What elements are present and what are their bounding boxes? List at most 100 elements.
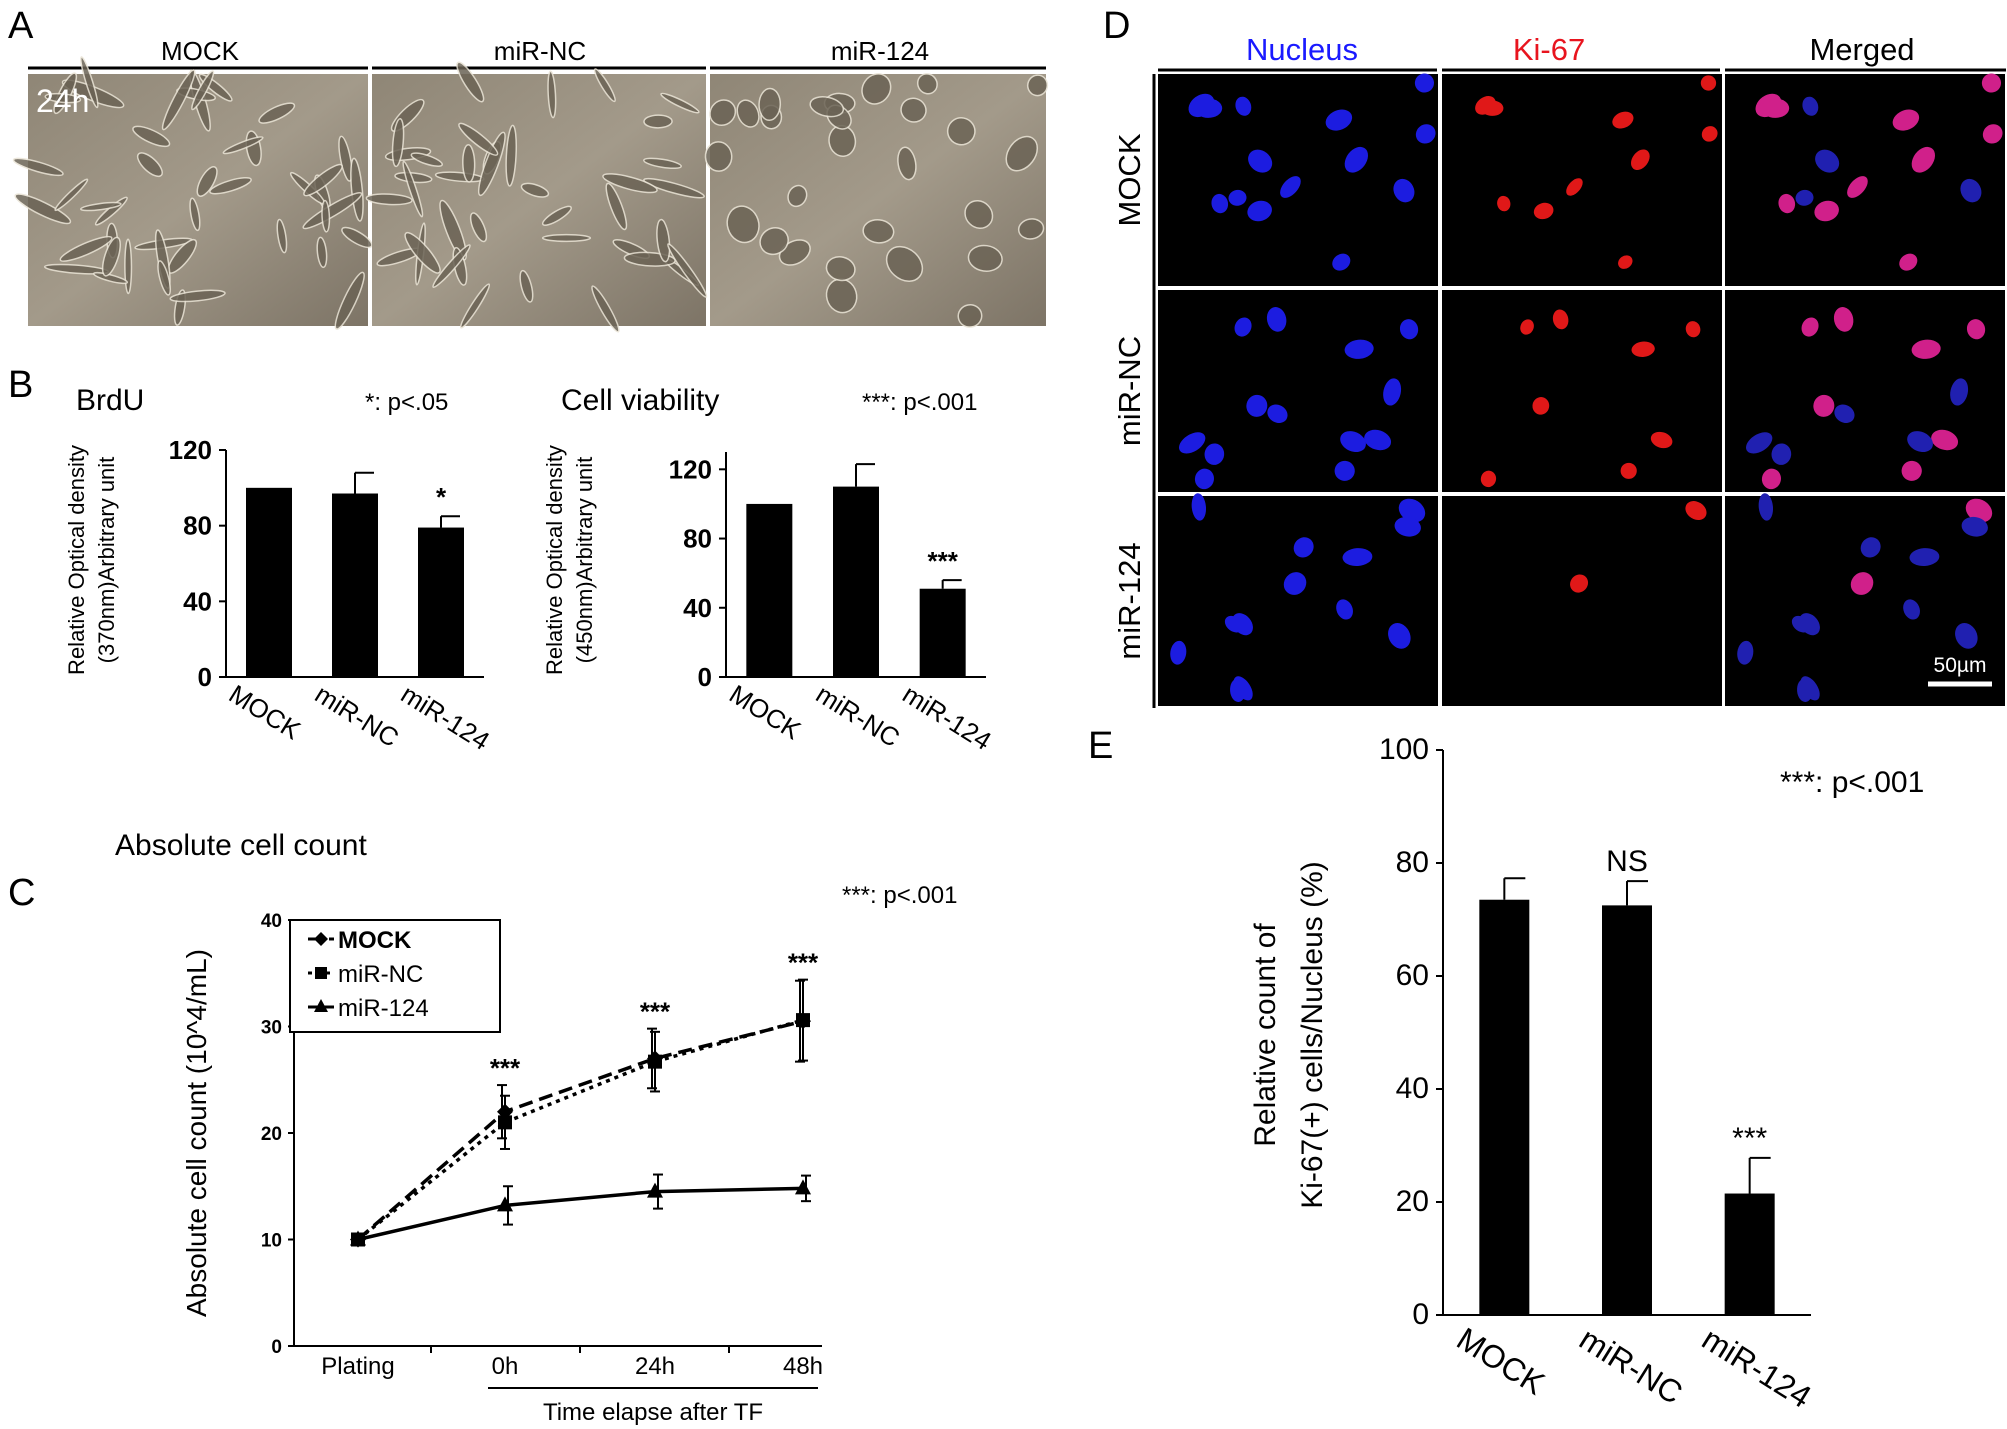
cell	[456, 61, 485, 103]
merged-spot	[1909, 548, 1940, 567]
bar	[1724, 1193, 1775, 1315]
series-line-mock	[356, 1019, 804, 1241]
chart-title: BrdU	[76, 384, 144, 417]
cell	[402, 160, 424, 218]
nucleus-spot	[1414, 73, 1435, 93]
legend-entry-mock: MOCK	[338, 927, 412, 954]
data-point-mirnc	[498, 1115, 512, 1130]
cell	[946, 117, 976, 146]
nucleus-spot	[1230, 678, 1246, 702]
ki67-spot	[1533, 202, 1554, 220]
y-tick-label: 80	[183, 511, 212, 541]
y-tick-label: 40	[261, 911, 282, 932]
nucleus-spot	[1334, 460, 1355, 481]
merged-spot	[1892, 109, 1920, 131]
significance-mark: ***	[927, 546, 958, 576]
cell	[161, 69, 196, 131]
cell	[258, 102, 296, 124]
legend-entry-mir124: miR-124	[338, 995, 429, 1022]
cell	[605, 182, 628, 231]
merged-spot	[1965, 498, 1993, 523]
x-tick-label: 24h	[635, 1353, 675, 1380]
nucleus-spot	[1170, 640, 1187, 665]
micrograph-a-mock: MOCK 24h	[12, 36, 373, 330]
cell	[334, 271, 365, 330]
cell	[861, 73, 892, 105]
y-tick-label: 20	[261, 1124, 282, 1145]
merged-spot	[1834, 404, 1855, 424]
merged-spot	[1737, 640, 1754, 665]
fluorescence-image	[1725, 496, 2005, 706]
micrograph-header-mock: MOCK	[161, 36, 240, 66]
ki67-spot	[1631, 341, 1655, 357]
cell	[667, 243, 708, 298]
data-point-mirnc	[648, 1054, 662, 1069]
bar	[246, 487, 292, 677]
x-tick-label: 48h	[783, 1353, 823, 1380]
ki67-spot	[1620, 462, 1637, 479]
cell	[54, 178, 89, 212]
cell	[321, 199, 331, 233]
cell	[967, 244, 1003, 272]
significance-mark: ***	[490, 1053, 521, 1083]
ki67-spot	[1566, 178, 1583, 196]
nucleus-spot	[1336, 599, 1353, 620]
cell	[736, 99, 760, 128]
ki67-spot	[1701, 126, 1718, 142]
fluorescence-image	[1158, 496, 1438, 706]
nucleus-spot	[1248, 149, 1273, 173]
cell	[643, 157, 682, 170]
merged-spot	[1860, 537, 1881, 558]
nucleus-spot	[1399, 319, 1419, 340]
y-tick-label: 80	[683, 524, 712, 554]
merged-spot	[1950, 378, 1969, 406]
cell	[132, 125, 171, 148]
significance-note: ***: p<.001	[862, 389, 977, 416]
micrograph-header-mirnc: miR-NC	[494, 36, 586, 66]
cell	[196, 166, 218, 197]
cell	[520, 182, 550, 198]
merged-spot	[1899, 253, 1918, 271]
nucleus-spot	[1340, 431, 1366, 453]
nucleus-spot	[1194, 468, 1214, 490]
cell	[885, 245, 924, 282]
fluor-header-nucleus: Nucleus	[1246, 32, 1358, 67]
merged-spot	[1758, 493, 1774, 521]
panel-label-b: B	[8, 364, 33, 406]
merged-spot	[1797, 678, 1813, 702]
x-axis-label: Time elapse after TF	[543, 1399, 763, 1426]
cell	[726, 205, 760, 244]
merged-spot	[1833, 307, 1854, 332]
y-tick-label: 120	[169, 435, 212, 465]
cell	[591, 285, 620, 333]
nucleus-spot	[1364, 429, 1392, 451]
cell	[458, 122, 499, 156]
phase-contrast-image-mock	[28, 74, 368, 326]
cell	[459, 283, 491, 329]
cell	[189, 197, 201, 232]
cell	[505, 124, 518, 187]
panel-d-fluorescence: Nucleus Ki-67 Merged MOCK miR-NC miR-124 50µm	[1112, 32, 2006, 708]
merged-spot	[1931, 429, 1959, 451]
cell	[14, 193, 72, 225]
nucleus-spot	[1234, 317, 1252, 337]
ki67-spot	[1532, 397, 1550, 415]
cell	[758, 87, 782, 122]
cell	[391, 118, 405, 168]
fluorescence-image	[1442, 290, 1722, 492]
nucleus-spot	[1247, 200, 1272, 222]
merged-spot	[1814, 200, 1839, 222]
chart-title: Absolute cell count	[115, 829, 367, 862]
y-axis-label: Relative Optical density	[64, 445, 89, 675]
fluor-row-label-mock: MOCK	[1112, 133, 1147, 226]
cell	[900, 97, 927, 123]
y-axis-label: Absolute cell count (10^4/mL)	[181, 949, 212, 1317]
ki67-spot	[1618, 255, 1633, 269]
nucleus-spot	[1394, 516, 1421, 537]
category-label: miR-NC	[1573, 1320, 1689, 1411]
chart-brdu: 0 40 80 120 MOCK miR-NC * miR-124 BrdU *: p<.05 Re…	[64, 384, 495, 756]
ki67-spot	[1480, 470, 1497, 488]
cell	[964, 200, 994, 229]
cell	[462, 144, 476, 183]
cell	[338, 135, 353, 182]
